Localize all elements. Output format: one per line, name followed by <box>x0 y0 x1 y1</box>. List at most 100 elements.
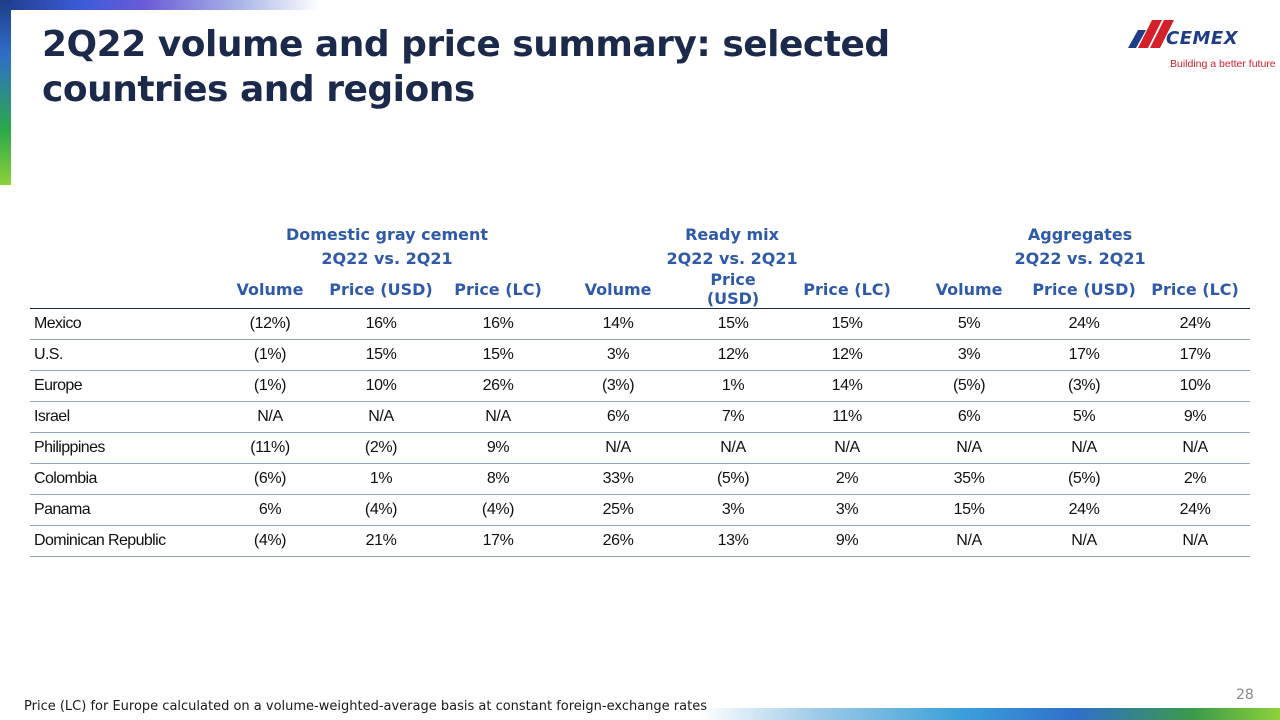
value-cell: 1% <box>682 370 785 402</box>
group-name: Domestic gray cement <box>285 224 489 244</box>
country-cell: Europe <box>30 370 220 402</box>
column-header: Price (LC) <box>442 270 555 309</box>
table-row: Dominican Republic (4%) 21% 17% 26% 13% 9% N/A N… <box>30 525 1251 557</box>
value-cell: 17% <box>1140 339 1251 371</box>
value-cell: (6%) <box>220 463 320 495</box>
value-cell: (12%) <box>220 308 320 340</box>
value-cell: (5%) <box>910 370 1029 402</box>
group-name: Aggregates <box>1027 224 1133 244</box>
volume-price-table: Domestic gray cement Ready mix Aggregate… <box>30 222 1251 557</box>
value-cell: 35% <box>910 463 1029 495</box>
value-cell: 9% <box>784 525 911 557</box>
value-cell: N/A <box>220 401 320 433</box>
value-cell: (3%) <box>1028 370 1141 402</box>
footnote: Price (LC) for Europe calculated on a vo… <box>24 699 707 714</box>
value-cell: 24% <box>1028 308 1141 340</box>
value-cell: 14% <box>784 370 911 402</box>
value-cell: N/A <box>1028 525 1141 557</box>
table-body: Mexico (12%) 16% 16% 14% 15% 15% 5% 24% 24% U.S. (1… <box>30 308 1251 557</box>
page-number: 28 <box>1236 687 1254 703</box>
value-cell: (5%) <box>682 463 785 495</box>
country-cell: U.S. <box>30 339 220 371</box>
group-period: 2Q22 vs. 2Q21 <box>666 248 798 268</box>
value-cell: 24% <box>1140 308 1251 340</box>
value-cell: 17% <box>442 525 555 557</box>
value-cell: (4%) <box>442 494 555 526</box>
top-accent-bar <box>0 0 320 10</box>
table-row: Israel N/A N/A N/A 6% 7% 11% 6% 5% 9% <box>30 401 1251 433</box>
corner-cell <box>30 222 220 246</box>
value-cell: N/A <box>784 432 911 464</box>
value-cell: N/A <box>910 525 1029 557</box>
cemex-logo: CEMEX Building a better future <box>1126 18 1276 74</box>
logo-wordmark: CEMEX <box>1166 28 1239 49</box>
table-row: Panama 6% (4%) (4%) 25% 3% 3% 15% 24% 24% <box>30 494 1251 526</box>
value-cell: 12% <box>682 339 785 371</box>
value-cell: 9% <box>1140 401 1251 433</box>
value-cell: (4%) <box>220 525 320 557</box>
value-cell: 15% <box>784 308 911 340</box>
value-cell: N/A <box>1028 432 1141 464</box>
value-cell: 8% <box>442 463 555 495</box>
value-cell: 6% <box>910 401 1029 433</box>
logo-tagline: Building a better future <box>1170 58 1276 70</box>
value-cell: 26% <box>442 370 555 402</box>
country-cell: Mexico <box>30 308 220 340</box>
value-cell: N/A <box>320 401 442 433</box>
value-cell: 15% <box>682 308 785 340</box>
column-header: Volume <box>910 270 1029 309</box>
value-cell: 24% <box>1140 494 1251 526</box>
value-cell: (2%) <box>320 432 442 464</box>
value-cell: 3% <box>910 339 1029 371</box>
value-cell: 9% <box>442 432 555 464</box>
value-cell: 26% <box>554 525 683 557</box>
value-cell: 13% <box>682 525 785 557</box>
value-cell: (1%) <box>220 370 320 402</box>
column-header: Price (LC) <box>1140 270 1251 309</box>
value-cell: 15% <box>442 339 555 371</box>
value-cell: (1%) <box>220 339 320 371</box>
table-row: Colombia (6%) 1% 8% 33% (5%) 2% 35% (5%) 2% <box>30 463 1251 495</box>
slide-title: 2Q22 volume and price summary: selected … <box>42 24 890 110</box>
value-cell: 12% <box>784 339 911 371</box>
column-header: Price (LC) <box>784 270 911 309</box>
value-cell: N/A <box>1140 525 1251 557</box>
column-header: Price (USD) <box>682 270 785 309</box>
value-cell: 16% <box>442 308 555 340</box>
column-header: Volume <box>220 270 320 309</box>
value-cell: 2% <box>1140 463 1251 495</box>
value-cell: N/A <box>442 401 555 433</box>
value-cell: 24% <box>1028 494 1141 526</box>
country-cell: Panama <box>30 494 220 526</box>
value-cell: (3%) <box>554 370 683 402</box>
group-name: Ready mix <box>685 224 779 244</box>
value-cell: 33% <box>554 463 683 495</box>
value-cell: (11%) <box>220 432 320 464</box>
table-row: Philippines (11%) (2%) 9% N/A N/A N/A N/A N/A N/A <box>30 432 1251 464</box>
table-row: U.S. (1%) 15% 15% 3% 12% 12% 3% 17% 17% <box>30 339 1251 371</box>
value-cell: 1% <box>320 463 442 495</box>
value-cell: 6% <box>220 494 320 526</box>
value-cell: 10% <box>1140 370 1251 402</box>
value-cell: 25% <box>554 494 683 526</box>
country-cell: Philippines <box>30 432 220 464</box>
column-header: Volume <box>554 270 683 309</box>
value-cell: 16% <box>320 308 442 340</box>
value-cell: 5% <box>910 308 1029 340</box>
group-period: 2Q22 vs. 2Q21 <box>321 248 453 268</box>
value-cell: N/A <box>554 432 683 464</box>
value-cell: 15% <box>320 339 442 371</box>
cemex-logo-icon <box>1128 20 1174 48</box>
bottom-accent-bar <box>700 708 1280 720</box>
value-cell: 7% <box>682 401 785 433</box>
column-header: Price (USD) <box>1028 270 1141 309</box>
table-row: Mexico (12%) 16% 16% 14% 15% 15% 5% 24% 24% <box>30 308 1251 340</box>
value-cell: 5% <box>1028 401 1141 433</box>
value-cell: (5%) <box>1028 463 1141 495</box>
country-cell: Israel <box>30 401 220 433</box>
value-cell: 17% <box>1028 339 1141 371</box>
value-cell: 21% <box>320 525 442 557</box>
corner-cell <box>30 270 220 309</box>
value-cell: N/A <box>910 432 1029 464</box>
value-cell: 3% <box>784 494 911 526</box>
